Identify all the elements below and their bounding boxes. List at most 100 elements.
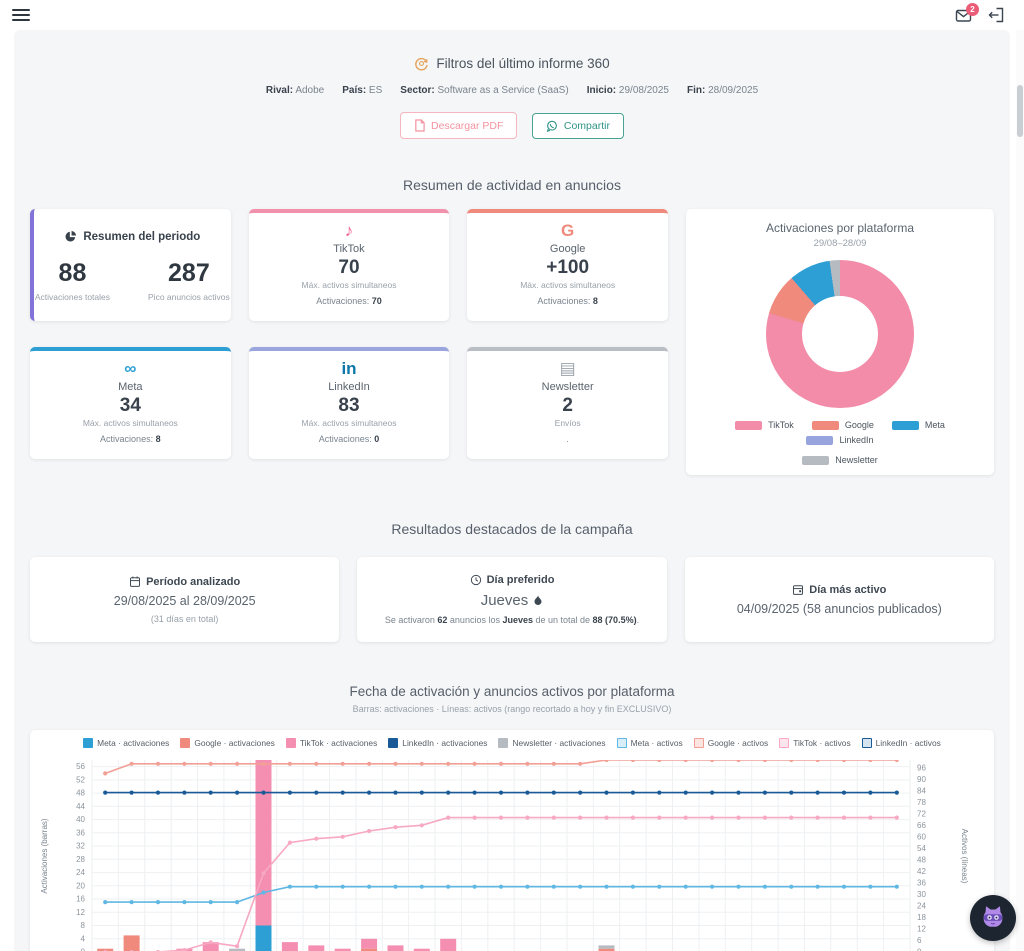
donut-legend-item-google[interactable]: Google [811, 420, 874, 430]
period-analyzed-range: 29/08/2025 al 28/09/2025 [113, 594, 256, 608]
activations-donut-chart [766, 260, 914, 408]
chart-legend-item[interactable]: LinkedIn · activaciones [388, 738, 487, 748]
period-stats: 88 Activaciones totales 287 Pico anuncio… [34, 259, 231, 302]
menu-icon[interactable] [12, 8, 30, 22]
logout-icon [988, 7, 1004, 23]
filter-item: Sector: Software as a Service (SaaS) [400, 85, 569, 96]
legend-swatch [498, 738, 509, 748]
legend-swatch [285, 738, 296, 748]
platform-name: Newsletter [541, 381, 594, 393]
platform-activations-value: 70 [371, 296, 382, 306]
donut-subtitle: 29/08–28/09 [813, 238, 867, 249]
filter-label: Rival: [265, 85, 294, 96]
pie-chart-icon [65, 230, 77, 242]
platform-activations: Activaciones: 8 [100, 434, 161, 444]
filter-label: Fin: [686, 85, 706, 96]
preferred-day-value: Jueves [367, 592, 656, 609]
chart-legend-item[interactable]: TikTok · activos [779, 738, 851, 748]
svg-text:36: 36 [917, 879, 926, 888]
chart-legend-item[interactable]: Meta · activos [616, 738, 683, 748]
donut-legend-item-meta[interactable]: Meta [891, 420, 945, 430]
donut-legend-item-newsletter[interactable]: Newsletter [802, 455, 878, 465]
period-summary-title: Resumen del periodo [34, 230, 231, 243]
pdf-file-icon [415, 119, 425, 132]
report-panel: Filtros del último informe 360 Rival: Ad… [14, 30, 1010, 951]
clock-icon [470, 574, 481, 586]
activity-chart-legend: Meta · activaciones Google · activaciones… [36, 738, 988, 748]
most-active-day-title: Día más activo [695, 583, 984, 596]
legend-swatch [83, 738, 94, 748]
platform-value-label: Envíos [554, 418, 581, 428]
platform-activations: Activaciones: 70 [316, 296, 382, 306]
unread-badge: 2 [966, 2, 979, 16]
svg-text:4: 4 [81, 934, 86, 943]
filter-label: Sector: [400, 85, 435, 96]
preferred-day-title: Día preferido [367, 574, 656, 586]
legend-label: TikTok · activaciones [299, 738, 378, 748]
flame-icon [534, 595, 542, 605]
svg-text:40: 40 [76, 815, 85, 824]
platform-activations-value: 8 [155, 434, 161, 444]
legend-label: Google · activaciones [194, 738, 275, 748]
svg-text:60: 60 [917, 832, 926, 841]
download-pdf-button[interactable]: Descargar PDF [400, 112, 518, 139]
donut-chart-card: Activaciones por plataforma 29/08–28/09 … [686, 209, 994, 475]
chart-legend-item[interactable]: LinkedIn · activos [861, 738, 941, 748]
share-whatsapp-button[interactable]: Compartir [531, 113, 624, 139]
calendar-icon [130, 576, 141, 587]
topbar: 2 [0, 0, 1024, 30]
platform-activations: Activaciones: 8 [537, 296, 598, 306]
donut-title: Activaciones por plataforma [765, 221, 915, 235]
platform-activations-value: 0 [374, 434, 380, 444]
legend-swatch [616, 738, 627, 748]
platform-value-label: Máx. activos simultaneos [301, 280, 397, 290]
svg-text:32: 32 [76, 842, 85, 851]
platform-max-value: 83 [338, 395, 360, 416]
legend-swatch [779, 738, 790, 748]
chart-legend-item[interactable]: TikTok · activaciones [285, 738, 378, 748]
legend-label: Newsletter · activaciones [512, 738, 606, 748]
most-active-day-card: Día más activo 04/09/2025 (58 anuncios p… [684, 557, 994, 642]
platform-name: Google [549, 243, 586, 255]
legend-swatch [180, 738, 191, 748]
svg-text:54: 54 [917, 844, 926, 853]
svg-text:84: 84 [917, 786, 926, 795]
svg-text:8: 8 [81, 921, 86, 930]
summary-section-title: Resumen de actividad en anuncios [403, 177, 621, 193]
svg-text:36: 36 [76, 828, 85, 837]
logout-button[interactable] [988, 7, 1004, 23]
newsletter-icon: ▤ [559, 359, 576, 378]
legend-swatch [693, 738, 704, 748]
messages-button[interactable]: 2 [955, 2, 979, 23]
donut-legend-item-linkedin[interactable]: LinkedIn [806, 435, 874, 445]
legend-label: TikTok [768, 420, 794, 430]
svg-text:20: 20 [76, 881, 85, 890]
stat-total-activations: 88 Activaciones totales [34, 259, 111, 302]
svg-text:0: 0 [917, 948, 922, 951]
chart-legend-item[interactable]: Meta · activaciones [83, 738, 169, 748]
platform-value-label: Máx. activos simultaneos [301, 418, 397, 428]
chart-legend-item[interactable]: Google · activaciones [180, 738, 275, 748]
svg-text:90: 90 [917, 775, 926, 784]
svg-text:28: 28 [76, 855, 85, 864]
highlights-row: Período analizado 29/08/2025 al 28/09/20… [30, 557, 994, 642]
platform-max-value: 70 [338, 257, 360, 278]
preferred-day-card: Día preferido Jueves Se activaron 62 anu… [357, 557, 667, 642]
donut-legend-item-tiktok[interactable]: TikTok [735, 420, 794, 430]
svg-text:96: 96 [917, 763, 926, 772]
chart-legend-item[interactable]: Newsletter · activaciones [498, 738, 606, 748]
period-summary-card: Resumen del periodo 88 Activaciones tota… [30, 209, 231, 321]
svg-text:Activos (líneas): Activos (líneas) [960, 829, 968, 884]
chat-mascot-button[interactable] [970, 895, 1016, 941]
svg-text:66: 66 [917, 821, 926, 830]
svg-text:30: 30 [917, 890, 926, 899]
svg-text:48: 48 [917, 855, 926, 864]
platform-card-newsletter: ▤ Newsletter 2 Envíos. [467, 347, 668, 459]
filter-item: Fin: 28/09/2025 [686, 85, 759, 96]
window-scrollbar[interactable] [1016, 30, 1024, 951]
platform-activations: . [566, 434, 569, 444]
filter-label: Inicio: [586, 85, 617, 96]
legend-swatch [802, 455, 830, 465]
scrollbar-thumb[interactable] [1017, 85, 1023, 137]
chart-legend-item[interactable]: Google · activos [693, 738, 768, 748]
